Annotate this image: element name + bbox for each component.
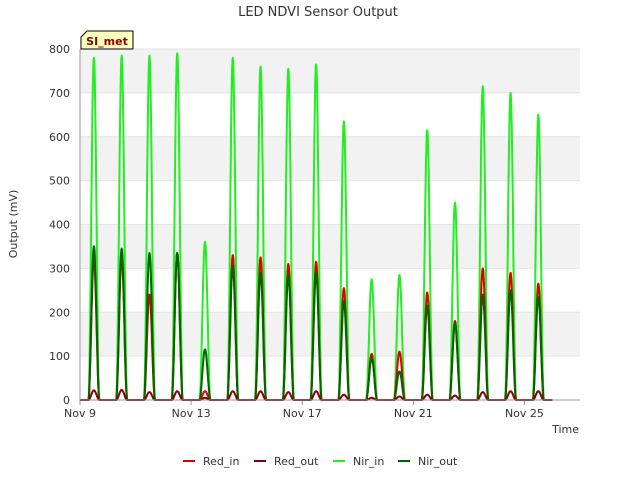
grid-band bbox=[80, 312, 580, 357]
legend-label: Nir_out bbox=[418, 455, 458, 468]
y-tick-label: 400 bbox=[49, 219, 70, 232]
legend: Red_in Red_out Nir_in Nir_out bbox=[183, 455, 458, 468]
legend-label: Red_in bbox=[203, 455, 239, 468]
x-tick-label: Nov 9 bbox=[64, 407, 96, 420]
y-tick-label: 700 bbox=[49, 87, 70, 100]
legend-label: Red_out bbox=[274, 455, 319, 468]
y-tick-label: 200 bbox=[49, 306, 70, 319]
site-badge: SI_met bbox=[80, 30, 134, 50]
grid-band bbox=[80, 92, 580, 137]
chart-title: LED NDVI Sensor Output bbox=[238, 5, 398, 20]
y-tick-label: 600 bbox=[49, 131, 70, 144]
site-badge-label: SI_met bbox=[86, 35, 128, 48]
y-tick-label: 500 bbox=[49, 175, 70, 188]
y-tick-label: 0 bbox=[63, 394, 70, 407]
y-axis: 0 100 200 300 400 500 600 700 800 bbox=[49, 43, 70, 407]
x-tick-label: Nov 25 bbox=[505, 407, 544, 420]
site-badge-box bbox=[80, 30, 134, 50]
x-axis-label: Time bbox=[551, 423, 579, 436]
x-tick-label: Nov 21 bbox=[394, 407, 433, 420]
grid-band bbox=[80, 180, 580, 225]
y-tick-label: 800 bbox=[49, 43, 70, 56]
grid-band bbox=[80, 224, 580, 269]
y-tick-label: 300 bbox=[49, 262, 70, 275]
x-axis: Nov 9 Nov 13 Nov 17 Nov 21 Nov 25 bbox=[64, 400, 544, 420]
grid-band bbox=[80, 136, 580, 181]
y-axis-label: Output (mV) bbox=[7, 190, 20, 259]
legend-label: Nir_in bbox=[353, 455, 384, 468]
grid-band bbox=[80, 356, 580, 400]
grid-band bbox=[80, 49, 580, 93]
x-tick-label: Nov 17 bbox=[283, 407, 322, 420]
grid-bands bbox=[80, 48, 580, 401]
x-tick-label: Nov 13 bbox=[172, 407, 211, 420]
grid-band bbox=[80, 268, 580, 313]
y-tick-label: 100 bbox=[49, 350, 70, 363]
